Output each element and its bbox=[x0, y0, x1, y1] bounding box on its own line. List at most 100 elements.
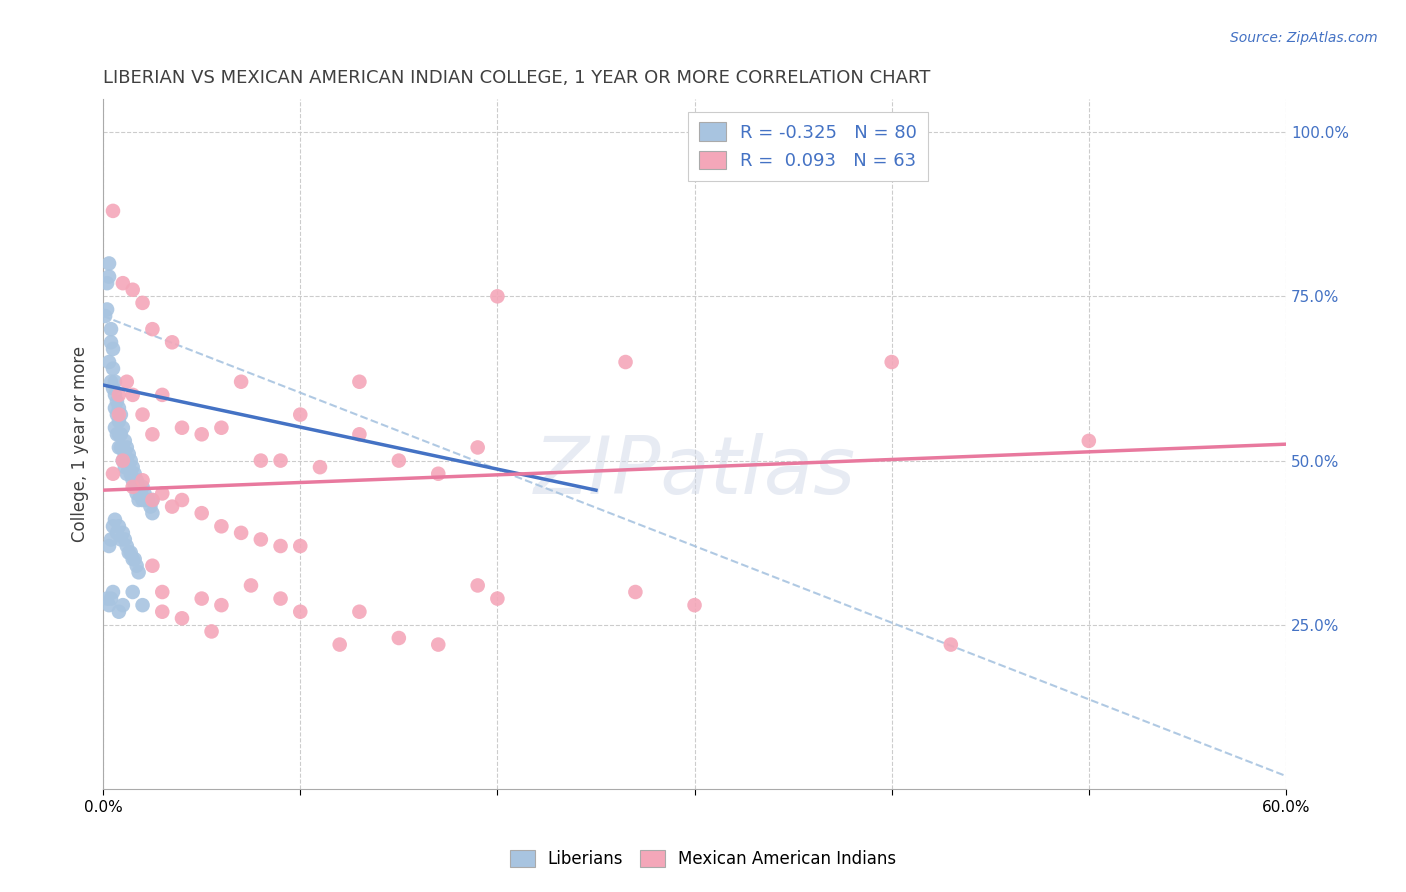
Point bbox=[108, 427, 131, 442]
Point bbox=[134, 486, 156, 500]
Point bbox=[101, 381, 124, 395]
Point bbox=[290, 605, 312, 619]
Point bbox=[170, 421, 193, 435]
Point bbox=[131, 408, 153, 422]
Point bbox=[121, 388, 143, 402]
Point bbox=[118, 460, 141, 475]
Point bbox=[486, 289, 509, 303]
Point bbox=[101, 342, 124, 356]
Point bbox=[209, 519, 232, 533]
Point bbox=[108, 388, 131, 402]
Point bbox=[290, 539, 312, 553]
Point bbox=[115, 467, 138, 481]
Point bbox=[98, 539, 121, 553]
Point bbox=[388, 631, 411, 645]
Point bbox=[118, 545, 141, 559]
Point bbox=[110, 408, 132, 422]
Point bbox=[100, 322, 122, 336]
Point bbox=[111, 525, 134, 540]
Point bbox=[104, 421, 127, 435]
Point bbox=[111, 453, 134, 467]
Point bbox=[118, 447, 141, 461]
Point bbox=[125, 473, 148, 487]
Point bbox=[209, 421, 232, 435]
Point bbox=[150, 388, 173, 402]
Point bbox=[141, 493, 163, 508]
Point bbox=[120, 545, 142, 559]
Point bbox=[111, 598, 134, 612]
Point bbox=[138, 493, 160, 508]
Point bbox=[114, 460, 136, 475]
Point bbox=[120, 453, 142, 467]
Point bbox=[388, 453, 411, 467]
Point bbox=[150, 605, 173, 619]
Point bbox=[1077, 434, 1099, 448]
Point bbox=[229, 525, 252, 540]
Point bbox=[101, 467, 124, 481]
Point bbox=[96, 591, 118, 606]
Point bbox=[115, 441, 138, 455]
Point bbox=[270, 591, 292, 606]
Point bbox=[96, 302, 118, 317]
Point bbox=[141, 322, 163, 336]
Point bbox=[270, 539, 292, 553]
Point bbox=[624, 585, 647, 599]
Point bbox=[115, 453, 138, 467]
Point bbox=[98, 269, 121, 284]
Point bbox=[121, 473, 143, 487]
Point bbox=[290, 408, 312, 422]
Point bbox=[128, 480, 150, 494]
Point bbox=[108, 605, 131, 619]
Y-axis label: College, 1 year or more: College, 1 year or more bbox=[72, 346, 89, 542]
Point bbox=[100, 591, 122, 606]
Point bbox=[94, 309, 117, 323]
Point bbox=[98, 598, 121, 612]
Point bbox=[100, 335, 122, 350]
Point bbox=[105, 427, 128, 442]
Point bbox=[115, 539, 138, 553]
Point bbox=[880, 355, 903, 369]
Point bbox=[131, 480, 153, 494]
Legend: R = -0.325   N = 80, R =  0.093   N = 63: R = -0.325 N = 80, R = 0.093 N = 63 bbox=[688, 112, 928, 181]
Point bbox=[467, 441, 489, 455]
Point bbox=[131, 473, 153, 487]
Point bbox=[349, 375, 371, 389]
Point bbox=[108, 408, 131, 422]
Point bbox=[114, 434, 136, 448]
Point bbox=[104, 401, 127, 415]
Point bbox=[250, 533, 273, 547]
Point bbox=[101, 585, 124, 599]
Point bbox=[190, 427, 212, 442]
Point bbox=[427, 638, 450, 652]
Point bbox=[121, 480, 143, 494]
Point bbox=[110, 441, 132, 455]
Point bbox=[120, 467, 142, 481]
Point bbox=[121, 460, 143, 475]
Legend: Liberians, Mexican American Indians: Liberians, Mexican American Indians bbox=[503, 843, 903, 875]
Point bbox=[160, 335, 183, 350]
Point bbox=[98, 256, 121, 270]
Point bbox=[121, 283, 143, 297]
Point bbox=[121, 585, 143, 599]
Point bbox=[141, 493, 163, 508]
Point bbox=[105, 394, 128, 409]
Point bbox=[111, 421, 134, 435]
Point bbox=[115, 375, 138, 389]
Point bbox=[614, 355, 637, 369]
Point bbox=[105, 408, 128, 422]
Point bbox=[131, 493, 153, 508]
Point bbox=[329, 638, 352, 652]
Point bbox=[200, 624, 222, 639]
Point bbox=[110, 427, 132, 442]
Point bbox=[349, 427, 371, 442]
Point bbox=[141, 506, 163, 520]
Point bbox=[939, 638, 962, 652]
Point bbox=[141, 558, 163, 573]
Point bbox=[114, 447, 136, 461]
Point bbox=[96, 276, 118, 290]
Point bbox=[104, 375, 127, 389]
Point bbox=[100, 375, 122, 389]
Text: ZIPatlas: ZIPatlas bbox=[533, 433, 856, 511]
Point bbox=[309, 460, 332, 475]
Text: Source: ZipAtlas.com: Source: ZipAtlas.com bbox=[1230, 31, 1378, 45]
